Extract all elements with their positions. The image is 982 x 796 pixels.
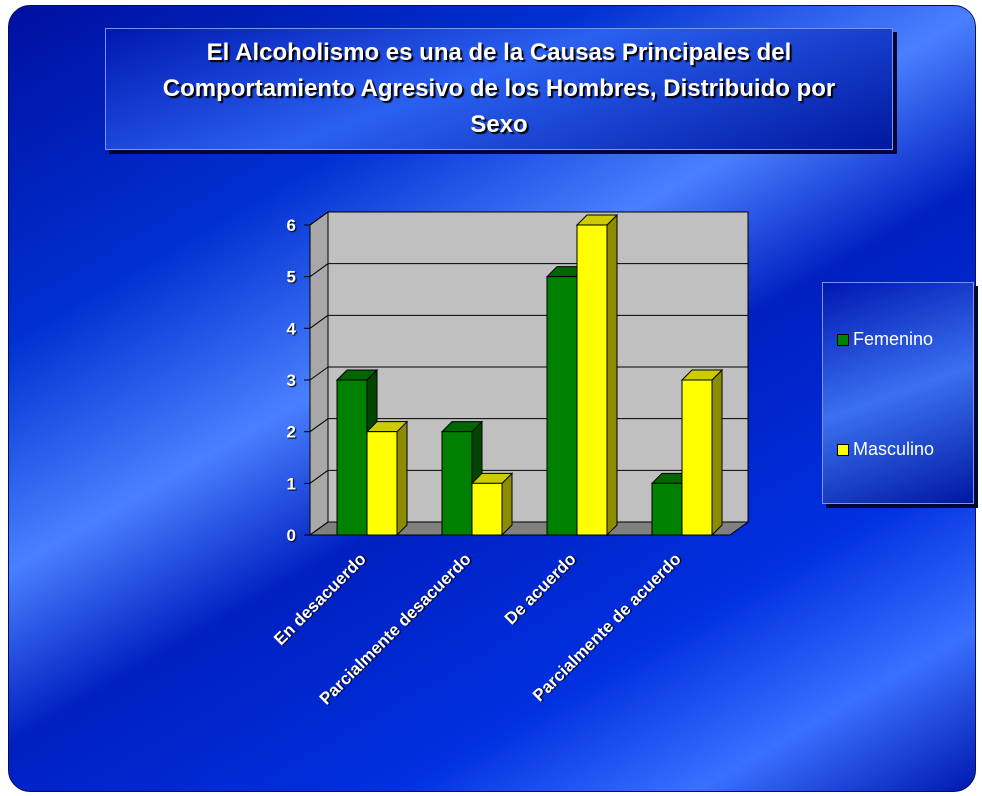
grid-line [309, 521, 329, 536]
legend-entry: Femenino [837, 329, 933, 350]
y-tick-label: 5 [287, 268, 296, 287]
bar-side [501, 472, 513, 537]
bar [441, 431, 473, 536]
y-tick-label: 2 [287, 423, 296, 442]
grid-line [309, 418, 329, 433]
grid-line [309, 469, 329, 484]
legend-entry: Masculino [837, 439, 934, 460]
bar [366, 431, 398, 536]
y-tick-label: 3 [287, 371, 296, 390]
x-tick-label: De acuerdo [501, 549, 580, 628]
y-tick-label: 6 [287, 216, 296, 235]
bar-side [396, 420, 408, 537]
grid-line [309, 263, 329, 278]
bar-side [711, 368, 723, 537]
legend-swatch [837, 443, 849, 456]
bar [681, 379, 713, 536]
grid-line [309, 211, 329, 226]
bar [546, 276, 578, 536]
y-tick-label: 4 [287, 319, 297, 338]
legend-label: Femenino [853, 329, 934, 349]
y-tick-label: 0 [287, 526, 296, 545]
x-tick-label: En desacuerdo [270, 549, 370, 649]
bar [471, 482, 503, 536]
legend: Femenino Masculino [822, 282, 974, 504]
grid-line [309, 366, 329, 381]
bar [336, 379, 368, 536]
y-tick-label: 1 [287, 474, 296, 493]
legend-label: Masculino [853, 439, 935, 459]
bar-side [606, 213, 618, 537]
legend-swatch [837, 333, 849, 346]
bar [651, 482, 683, 536]
bar [576, 224, 608, 536]
chart-title: El Alcoholismo es una de la Causas Princ… [105, 28, 893, 150]
grid-line [309, 314, 329, 329]
